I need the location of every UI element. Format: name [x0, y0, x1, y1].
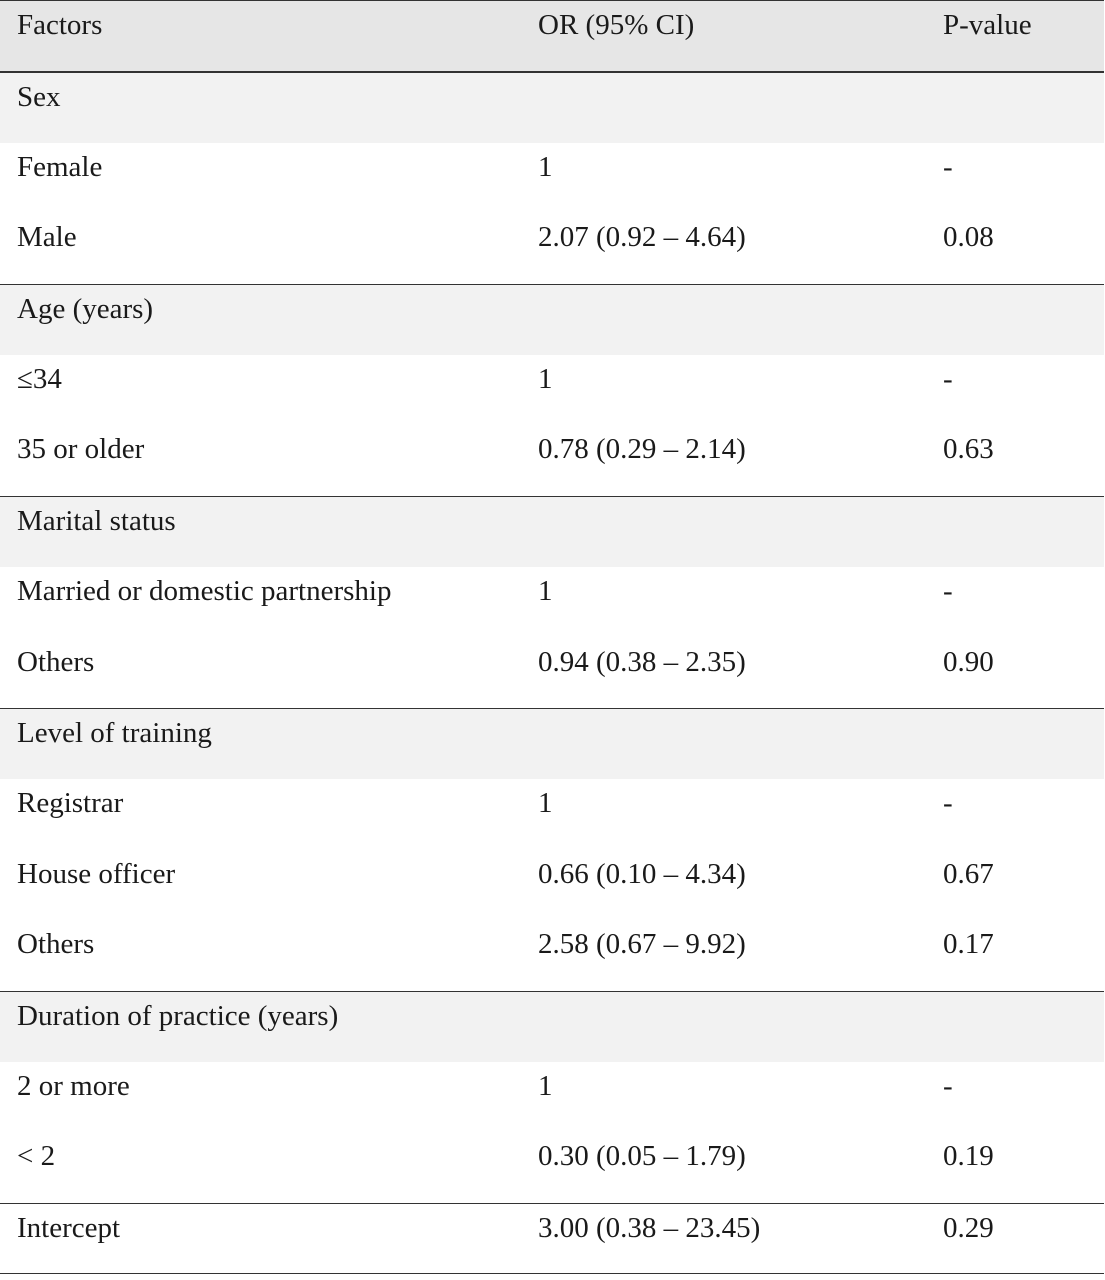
factor-cell: Duration of practice (years): [17, 999, 339, 1032]
factor-cell: House officer: [17, 857, 176, 890]
or-cell: 1: [538, 150, 553, 183]
p-value-cell: 0.17: [943, 928, 994, 961]
factor-cell: Married or domestic partnership: [17, 574, 392, 607]
group-header-row: Age (years): [0, 284, 1104, 355]
table-row: Registrar 1 -: [0, 779, 1104, 850]
table-row: Married or domestic partnership 1 -: [0, 567, 1104, 638]
factor-cell: Female: [17, 150, 103, 183]
table-row: < 2 0.30 (0.05 – 1.79) 0.19: [0, 1132, 1104, 1203]
or-cell: 2.58 (0.67 – 9.92): [538, 928, 746, 961]
group-header-row: Duration of practice (years): [0, 990, 1104, 1062]
factor-cell: 2 or more: [17, 1069, 130, 1102]
p-value-cell: -: [943, 362, 953, 395]
factor-cell: 35 or older: [17, 433, 145, 466]
factor-cell: Others: [17, 645, 95, 678]
table-row: House officer 0.66 (0.10 – 4.34) 0.67: [0, 850, 1104, 921]
p-value-cell: -: [943, 574, 953, 607]
header-or: OR (95% CI): [538, 9, 695, 41]
table-row: Male 2.07 (0.92 – 4.64) 0.08: [0, 213, 1104, 284]
or-cell: 0.78 (0.29 – 2.14): [538, 433, 746, 466]
or-cell: 0.66 (0.10 – 4.34): [538, 857, 746, 890]
p-value-cell: 0.19: [943, 1140, 994, 1173]
table-row: Others 0.94 (0.38 – 2.35) 0.90: [0, 638, 1104, 709]
p-value-cell: -: [943, 1069, 953, 1102]
factor-cell: Male: [17, 221, 77, 254]
factor-cell: < 2: [17, 1140, 56, 1173]
p-value-cell: -: [943, 786, 953, 819]
factor-cell: Sex: [17, 81, 61, 113]
group-header-row: Level of training: [0, 708, 1104, 779]
table-row: 2 or more 1 -: [0, 1062, 1104, 1133]
or-cell: 1: [538, 1069, 553, 1102]
p-value-cell: 0.08: [943, 221, 994, 254]
factor-cell: ≤34: [17, 362, 62, 395]
table-body: Sex Female 1 - Male 2.07 (0.92 – 4.64) 0.08 Age…: [0, 72, 1104, 1274]
factor-cell: Registrar: [17, 786, 124, 819]
group-header-row: Marital status: [0, 496, 1104, 567]
or-cell: 1: [538, 362, 553, 395]
factor-cell: Others: [17, 928, 95, 961]
factor-cell: Intercept: [17, 1212, 121, 1244]
factor-cell: Level of training: [17, 717, 212, 750]
p-value-cell: 0.67: [943, 857, 994, 890]
table-row: Female 1 -: [0, 143, 1104, 214]
table-row: Intercept 3.00 (0.38 – 23.45) 0.29: [0, 1203, 1104, 1274]
or-cell: 0.30 (0.05 – 1.79): [538, 1140, 746, 1173]
or-cell: 1: [538, 574, 553, 607]
p-value-cell: -: [943, 150, 953, 183]
p-value-cell: 0.63: [943, 433, 994, 466]
p-value-cell: 0.29: [943, 1212, 994, 1244]
table-row: ≤34 1 -: [0, 355, 1104, 426]
factor-cell: Marital status: [17, 505, 176, 538]
header-p-value: P-value: [943, 9, 1032, 41]
or-cell: 0.94 (0.38 – 2.35): [538, 645, 746, 678]
p-value-cell: 0.90: [943, 645, 994, 678]
table-header: Factors OR (95% CI) P-value: [0, 0, 1104, 72]
header-factors: Factors: [17, 9, 103, 41]
table-row: Others 2.58 (0.67 – 9.92) 0.17: [0, 920, 1104, 991]
group-header-row: Sex: [0, 72, 1104, 143]
factor-cell: Age (years): [17, 293, 154, 326]
table-row: 35 or older 0.78 (0.29 – 2.14) 0.63: [0, 425, 1104, 496]
or-cell: 3.00 (0.38 – 23.45): [538, 1212, 761, 1244]
or-cell: 2.07 (0.92 – 4.64): [538, 221, 746, 254]
or-cell: 1: [538, 786, 553, 819]
